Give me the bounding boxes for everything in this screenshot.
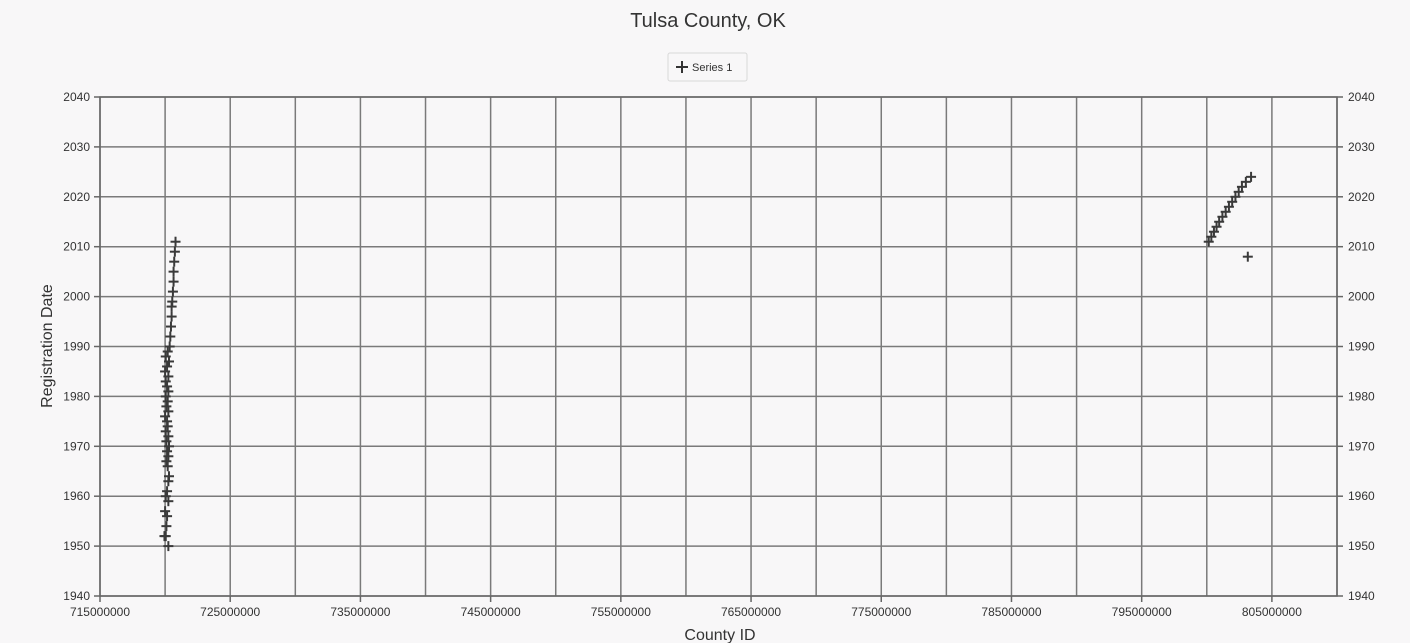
data-point (162, 446, 173, 457)
data-point (169, 256, 180, 267)
data-point (164, 471, 175, 482)
data-point (165, 321, 176, 332)
data-point (168, 266, 179, 277)
y-tick-label: 2040 (63, 90, 90, 104)
data-point (163, 406, 174, 417)
data-point (1242, 251, 1253, 262)
legend-marker-cross (676, 61, 688, 73)
legend: Series 1 (667, 52, 748, 82)
data-point (160, 366, 171, 377)
y-axis-right-ticks: 1940 1950 1960 1970 1980 1990 2000 2010 2020 2030… (1337, 90, 1375, 603)
data-point (1246, 171, 1257, 182)
data-point (162, 486, 173, 497)
y-tick-label: 1980 (63, 389, 90, 403)
chart-title: Tulsa County, OK (630, 10, 786, 32)
y-tick-label: 2000 (63, 290, 90, 304)
y-right-tick-label: 1960 (1348, 489, 1375, 503)
data-point (166, 311, 177, 322)
data-point (161, 456, 172, 467)
y-axis-left-ticks: 1940 1950 1960 1970 1980 1990 2000 2010 2020 2030… (63, 90, 100, 603)
data-point (170, 236, 181, 247)
data-point (162, 416, 173, 427)
data-point (162, 346, 173, 357)
y-right-tick-label: 2000 (1348, 290, 1375, 304)
data-point (163, 451, 174, 462)
y-tick-label: 2030 (63, 140, 90, 154)
y-tick-label: 1970 (63, 439, 90, 453)
x-tick-label: 785000000 (981, 605, 1041, 619)
x-tick-label: 765000000 (721, 605, 781, 619)
y-tick-label: 1960 (63, 489, 90, 503)
y-right-tick-label: 1970 (1348, 439, 1375, 453)
x-tick-label: 775000000 (851, 605, 911, 619)
data-point (162, 381, 173, 392)
y-axis-label: Registration Date (39, 284, 56, 408)
legend-box (667, 52, 748, 82)
y-right-tick-label: 2020 (1348, 190, 1375, 204)
y-right-tick-label: 2030 (1348, 140, 1375, 154)
x-tick-label: 735000000 (330, 605, 390, 619)
y-tick-label: 2020 (63, 190, 90, 204)
y-tick-label: 2010 (63, 240, 90, 254)
x-axis-label: County ID (684, 627, 755, 643)
data-points (159, 171, 1257, 552)
y-right-tick-label: 2010 (1348, 240, 1375, 254)
y-right-tick-label: 2040 (1348, 90, 1375, 104)
data-point (160, 426, 171, 437)
data-point (160, 491, 171, 502)
data-point (164, 341, 175, 352)
data-point (161, 401, 172, 412)
x-tick-label: 805000000 (1242, 605, 1302, 619)
x-tick-label: 755000000 (591, 605, 651, 619)
data-point (162, 396, 173, 407)
data-point (161, 436, 172, 447)
data-point (168, 276, 179, 287)
y-right-tick-label: 1980 (1348, 389, 1375, 403)
data-point (159, 531, 170, 542)
x-axis-ticks: 715000000 725000000 735000000 745000000 7550… (70, 596, 1302, 619)
data-point (161, 521, 172, 532)
y-right-tick-label: 1990 (1348, 340, 1375, 354)
data-point (167, 296, 178, 307)
x-tick-label: 725000000 (200, 605, 260, 619)
data-point (165, 331, 176, 342)
x-tick-label: 715000000 (70, 605, 130, 619)
data-point (163, 541, 174, 552)
data-point (160, 351, 171, 362)
x-tick-label: 745000000 (461, 605, 521, 619)
data-point (1240, 176, 1251, 187)
data-point (169, 246, 180, 257)
data-point (167, 286, 178, 297)
y-tick-label: 1950 (63, 539, 90, 553)
y-tick-label: 1990 (63, 340, 90, 354)
y-right-tick-label: 1940 (1348, 589, 1375, 603)
data-point (163, 386, 174, 397)
data-point (160, 506, 171, 517)
legend-label: Series 1 (692, 62, 732, 74)
data-point (162, 511, 173, 522)
data-point (162, 361, 173, 372)
y-right-tick-label: 1950 (1348, 539, 1375, 553)
x-tick-label: 795000000 (1112, 605, 1172, 619)
y-tick-label: 1940 (63, 589, 90, 603)
data-point (162, 461, 173, 472)
